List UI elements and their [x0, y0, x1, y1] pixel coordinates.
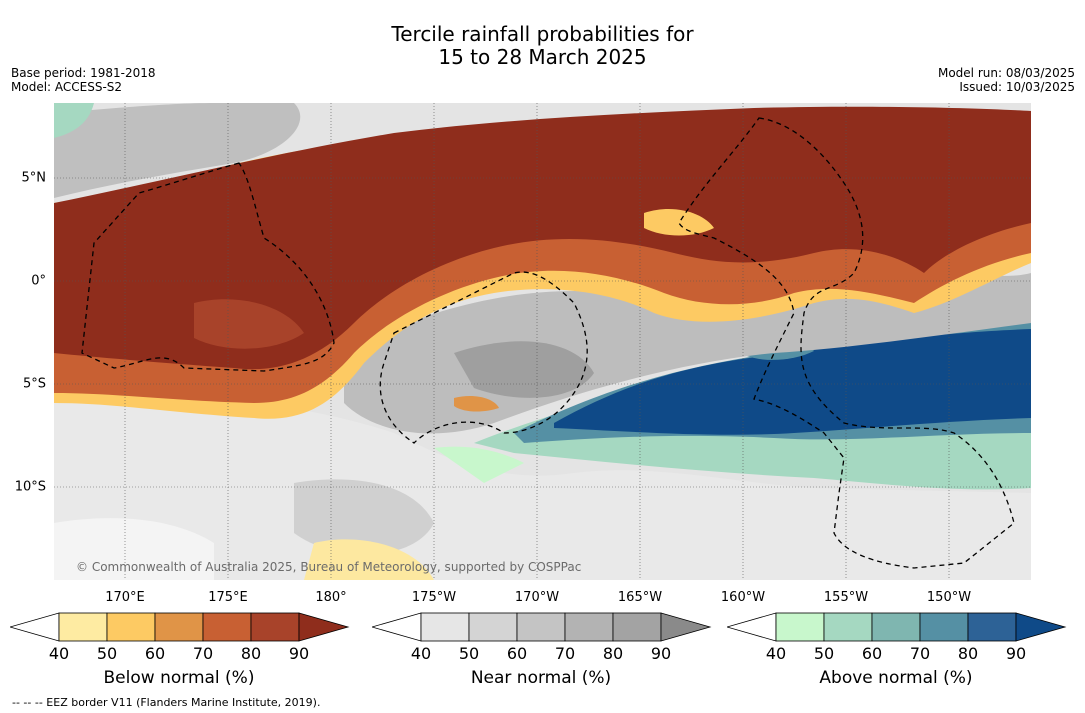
eez-legend: -- -- -- EEZ border V11 (Flanders Marine…: [12, 696, 321, 709]
cb3-tick: 90: [1005, 644, 1027, 663]
cb2-tick: 50: [458, 644, 480, 663]
colorbar-near-normal-high-arrow: [660, 612, 712, 642]
colorbar-above-normal-low-arrow: [727, 612, 777, 642]
cb2-tick: 80: [602, 644, 624, 663]
model-run-label: Model run: 08/03/2025: [937, 66, 1075, 80]
colorbar-title-above-normal: Above normal (%): [819, 668, 973, 688]
below-normal-small-patch: [454, 396, 499, 412]
cb3-tick: 80: [957, 644, 979, 663]
colorbar-above-normal-bin-2: [823, 612, 873, 642]
cb1-tick: 40: [48, 644, 70, 663]
map-gridlines: [54, 103, 1031, 580]
lon-label-165w: 165°W: [617, 590, 663, 605]
eez-borders: [81, 117, 1015, 569]
lat-label-5s: 5°S: [22, 376, 46, 392]
colorbar-above-normal-bin-1: [775, 612, 825, 642]
below-normal-patch: [194, 299, 304, 349]
lat-label-10s: 10°S: [14, 479, 46, 495]
lon-label-175e: 175°E: [208, 590, 248, 605]
colorbar-above-normal-bin-4: [919, 612, 969, 642]
colorbar-title-below-normal: Below normal (%): [103, 668, 255, 688]
colorbar-near-normal-low-arrow: [372, 612, 422, 642]
colorbar-below-normal-high-arrow: [298, 612, 350, 642]
lon-label-180: 180°: [315, 590, 347, 605]
cb1-tick: 60: [144, 644, 166, 663]
lon-label-155w: 155°W: [823, 590, 869, 605]
top-left-grey-patch: [54, 103, 301, 198]
colorbar-near-normal-bin-4: [564, 612, 614, 642]
above-normal-patch: [434, 446, 524, 483]
below-normal-light-patch: [644, 208, 714, 236]
cb1-tick: 90: [288, 644, 310, 663]
grey-patch: [294, 479, 434, 555]
cb1-tick: 80: [240, 644, 262, 663]
cb2-tick: 70: [554, 644, 576, 663]
colorbar-above-normal: [727, 612, 1067, 642]
lon-label-150w: 150°W: [926, 590, 972, 605]
colorbar-below-normal-bin-1: [58, 612, 108, 642]
lon-label-175w: 175°W: [411, 590, 457, 605]
light-patch: [54, 518, 214, 580]
colorbar-near-normal-bin-2: [468, 612, 518, 642]
lon-label-160w: 160°W: [720, 590, 766, 605]
cb1-tick: 50: [96, 644, 118, 663]
colorbar-below-normal-bin-3: [154, 612, 204, 642]
colorbar-near-normal-bin-1: [420, 612, 470, 642]
colorbar-above-normal-bin-5: [967, 612, 1017, 642]
colorbar-below-normal-bin-5: [250, 612, 300, 642]
colorbar-below-normal-bin-2: [106, 612, 156, 642]
colorbar-below-normal-bin-4: [202, 612, 252, 642]
map-title-line2: 15 to 28 March 2025: [438, 45, 647, 69]
above-normal-band-90: [554, 329, 1031, 435]
colorbar-near-normal: [372, 612, 712, 642]
lon-label-170w: 170°W: [514, 590, 560, 605]
cb2-tick: 60: [506, 644, 528, 663]
colorbar-above-normal-high-arrow: [1015, 612, 1067, 642]
lat-label-0: 0°: [31, 273, 46, 289]
below-normal-band-90: [54, 106, 1031, 370]
colorbar-near-normal-bin-5: [612, 612, 662, 642]
below-light-patch: [304, 539, 434, 580]
lat-label-5n: 5°N: [21, 170, 47, 186]
colorbar-below-normal-low-arrow: [10, 612, 60, 642]
cb1-tick: 70: [192, 644, 214, 663]
cb3-tick: 70: [909, 644, 931, 663]
copyright-text: © Commonwealth of Australia 2025, Bureau…: [76, 560, 581, 574]
top-left-green-patch: [54, 103, 94, 138]
colorbar-near-normal-bin-3: [516, 612, 566, 642]
colorbar-above-normal-bin-3: [871, 612, 921, 642]
cb2-tick: 90: [650, 644, 672, 663]
model-label: Model: ACCESS-S2: [11, 80, 123, 94]
colorbar-title-near-normal: Near normal (%): [470, 668, 612, 688]
colorbar-below-normal: [10, 612, 350, 642]
probability-map: © Commonwealth of Australia 2025, Bureau…: [54, 103, 1031, 580]
base-period-label: Base period: 1981-2018: [11, 66, 156, 80]
cb3-tick: 60: [861, 644, 883, 663]
lon-label-170e: 170°E: [105, 590, 145, 605]
cb2-tick: 40: [410, 644, 432, 663]
cb3-tick: 50: [813, 644, 835, 663]
cb3-tick: 40: [765, 644, 787, 663]
map-title-line1: Tercile rainfall probabilities for: [391, 22, 694, 46]
issued-label: Issued: 10/03/2025: [959, 80, 1075, 94]
